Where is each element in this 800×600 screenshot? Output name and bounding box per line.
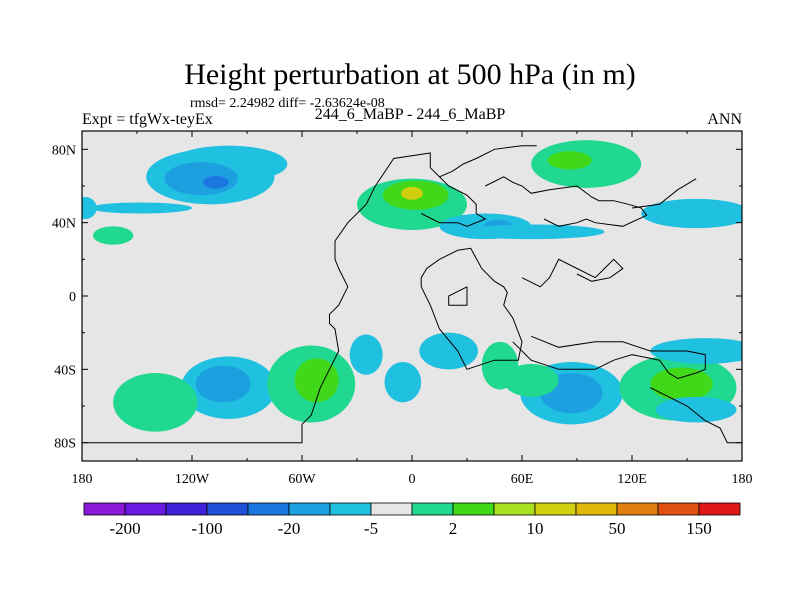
x-tick-label-3: 0	[409, 472, 416, 487]
colorbar-label-4: 2	[449, 519, 458, 538]
colorbar-swatch-4	[247, 502, 290, 516]
contour-region-29	[650, 367, 713, 401]
contour-region-9	[457, 224, 605, 240]
x-tick-label-2: 60W	[288, 472, 316, 487]
colorbar-label-3: -5	[364, 519, 378, 538]
x-tick-label-4: 60E	[511, 472, 534, 487]
contour-region-27	[503, 363, 559, 397]
colorbar-swatch-15	[698, 502, 741, 516]
colorbar-swatch-2	[165, 502, 208, 516]
coastline-3	[631, 178, 697, 209]
y-tick-label-0: 80N	[52, 143, 76, 158]
colorbar-swatch-7	[370, 502, 413, 516]
coastline-8	[650, 387, 742, 444]
left-label: Expt = tfgWx-teyEx	[82, 111, 213, 128]
coastline-7	[512, 335, 706, 380]
contour-region-18	[113, 373, 198, 432]
colorbar-swatch-14	[657, 502, 700, 516]
contour-region-22	[384, 362, 422, 403]
colorbar-swatch-5	[288, 502, 331, 516]
contour-region-31	[655, 396, 737, 423]
coastlines	[82, 145, 742, 444]
coastline-6	[521, 258, 624, 288]
y-tick-label-4: 80S	[54, 437, 76, 452]
chart-subtitle: rmsd= 2.24982 diff= -2.63624e-08	[190, 96, 385, 111]
colorbar-swatch-8	[411, 502, 454, 516]
x-tick-label-0: 180	[72, 472, 93, 487]
contour-fills	[82, 140, 742, 432]
right-label: ANN	[707, 111, 742, 128]
colorbar-swatch-11	[534, 502, 577, 516]
y-tick-label-2: 0	[69, 290, 76, 305]
coastline-0	[82, 152, 487, 444]
colorbar: -200 -100 -20 -5 2 10 50 150	[83, 502, 741, 538]
colorbar-swatch-9	[452, 502, 495, 516]
contour-region-11	[547, 151, 592, 170]
colorbar-swatch-13	[616, 502, 659, 516]
y-tick-label-3: 40S	[54, 363, 76, 378]
contour-region-23	[419, 332, 478, 370]
chart-title: Height perturbation at 500 hPa (in m)	[184, 58, 636, 91]
contour-region-2	[164, 162, 238, 196]
x-axis: 180 120W 60W 0 60E 120E 180	[72, 131, 753, 487]
contour-region-21	[349, 334, 383, 375]
contour-region-13	[89, 202, 192, 214]
colorbar-label-1: -100	[191, 519, 222, 538]
contour-region-30	[650, 338, 742, 364]
colorbar-swatch-10	[493, 502, 536, 516]
coastline-5	[448, 286, 468, 306]
colorbar-swatch-3	[206, 502, 249, 516]
coastline-4	[420, 247, 523, 370]
colorbar-label-2: -20	[278, 519, 301, 538]
colorbar-label-5: 10	[527, 519, 544, 538]
x-tick-label-6: 180	[732, 472, 753, 487]
x-tick-label-1: 120W	[175, 472, 210, 487]
coastline-1	[439, 145, 537, 178]
contour-region-15	[82, 197, 97, 219]
colorbar-swatch-6	[329, 502, 372, 516]
contour-region-17	[195, 365, 251, 403]
contour-region-3	[203, 175, 229, 189]
contour-region-6	[401, 186, 423, 200]
colorbar-label-7: 150	[686, 519, 712, 538]
contour-region-12	[641, 198, 742, 229]
plot-area	[81, 130, 743, 462]
contour-region-14	[93, 226, 134, 245]
colorbar-swatch-0	[83, 502, 126, 516]
contour-region-20	[294, 358, 339, 403]
colorbar-label-0: -200	[109, 519, 140, 538]
x-tick-label-5: 120E	[617, 472, 647, 487]
center-label: 244_6_MaBP - 244_6_MaBP	[315, 106, 506, 123]
colorbar-swatch-12	[575, 502, 618, 516]
y-tick-label-1: 40N	[52, 217, 76, 232]
y-axis: 80N 40N 0 40S 80S	[52, 143, 742, 452]
colorbar-swatch-1	[124, 502, 167, 516]
colorbar-label-6: 50	[609, 519, 626, 538]
coastline-2	[485, 176, 648, 227]
